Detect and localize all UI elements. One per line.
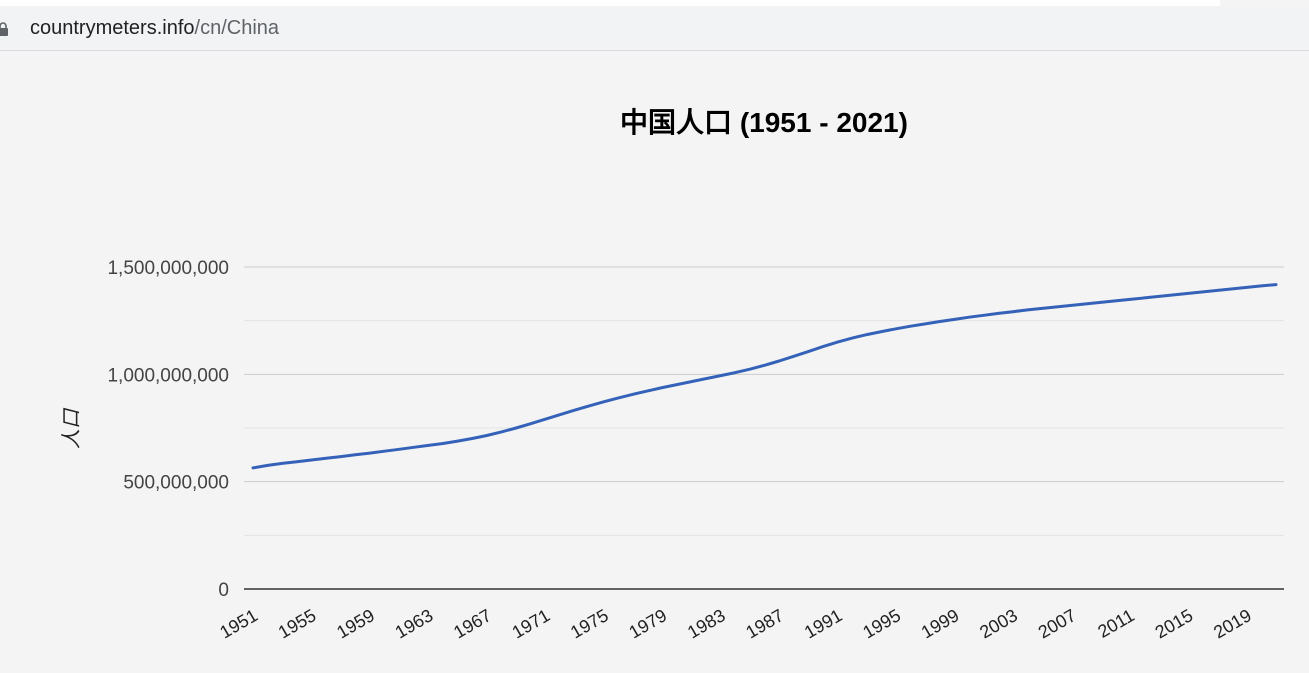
population-line-chart: 0 500,000,000 1,000,000,000 1,500,000,000 1… — [59, 107, 1284, 642]
x-tick-label: 1991 — [801, 605, 846, 642]
x-tick-label: 1967 — [450, 605, 495, 642]
y-tick-label: 0 — [218, 580, 229, 601]
url-text[interactable]: countrymeters.info/cn/China — [30, 17, 279, 39]
y-tick-label: 1,000,000,000 — [107, 365, 229, 386]
x-tick-label: 2003 — [976, 605, 1021, 642]
series-group — [251, 283, 1278, 470]
chart-container: 0 500,000,000 1,000,000,000 1,500,000,000 1… — [0, 52, 1309, 673]
x-tick-label: 1963 — [392, 605, 437, 642]
x-tick-label: 1959 — [333, 605, 378, 642]
series-line — [251, 283, 1278, 470]
address-bar[interactable]: countrymeters.info/cn/China — [0, 6, 1309, 51]
url-host: countrymeters.info — [30, 17, 195, 39]
x-tick-label: 1975 — [567, 605, 612, 642]
x-tick-label: 1995 — [859, 605, 904, 642]
x-axis-ticks: 1951 1955 1959 1963 1967 1971 1975 1979 1983 1987… — [216, 605, 1254, 642]
y-axis-ticks: 0 500,000,000 1,000,000,000 1,500,000,000 — [107, 258, 229, 601]
x-tick-label: 1999 — [918, 605, 963, 642]
lock-icon[interactable] — [0, 22, 10, 36]
chart-title: 中国人口 (1951 - 2021) — [620, 107, 908, 138]
url-path: /cn/China — [194, 17, 280, 39]
x-tick-label: 1983 — [684, 605, 729, 642]
x-tick-label: 2015 — [1152, 605, 1197, 642]
grid-lines — [244, 266, 1284, 590]
x-tick-label: 1971 — [509, 605, 554, 642]
browser-top-strip — [0, 0, 1220, 6]
x-tick-label: 1987 — [742, 605, 787, 642]
x-tick-label: 1951 — [216, 605, 261, 642]
x-tick-label: 2011 — [1094, 605, 1138, 642]
x-tick-label: 2007 — [1035, 605, 1080, 642]
y-tick-label: 1,500,000,000 — [107, 258, 229, 279]
x-tick-label: 2019 — [1210, 605, 1255, 642]
y-tick-label: 500,000,000 — [123, 473, 229, 494]
x-tick-label: 1955 — [275, 605, 320, 642]
y-axis-label: 人口 — [59, 407, 83, 449]
x-tick-label: 1979 — [626, 605, 671, 642]
